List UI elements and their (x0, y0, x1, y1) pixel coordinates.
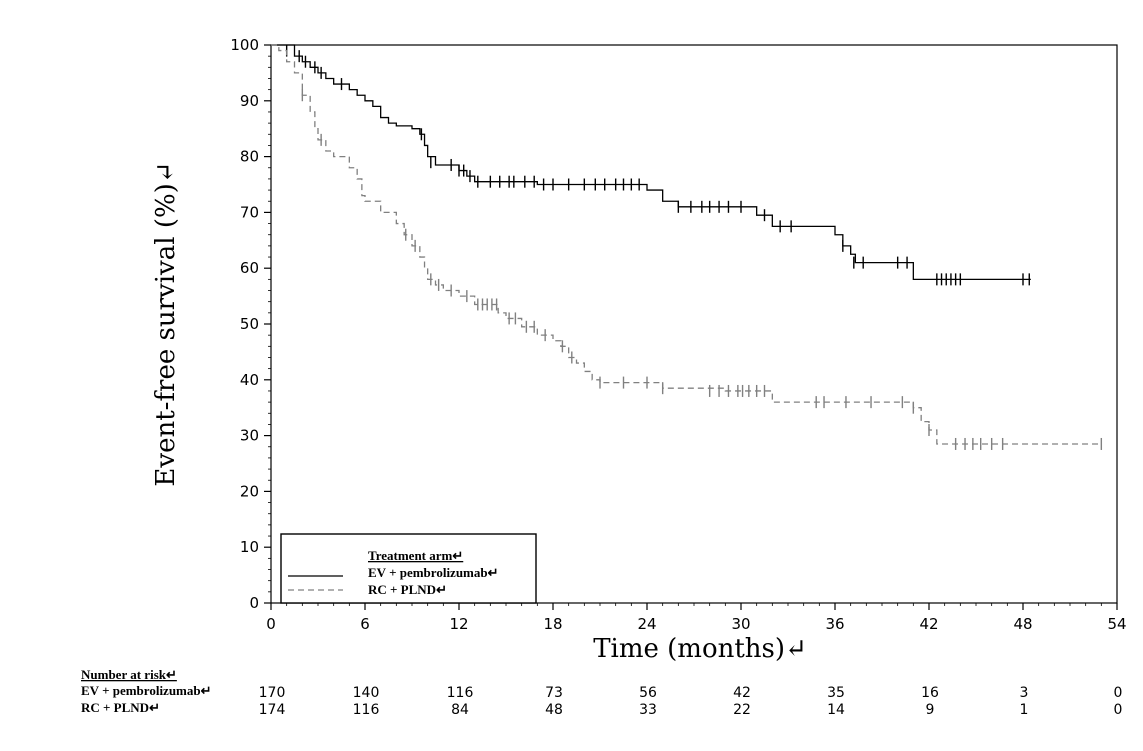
risk-count-row1-t6: 116 (353, 702, 380, 718)
risk-count-row0-t18: 73 (545, 685, 563, 701)
risk-count-row1-t30: 22 (733, 702, 751, 718)
risk-count-row1-t48: 1 (1020, 702, 1029, 718)
x-tick-label-6: 6 (360, 615, 370, 633)
y-tick-label-60: 60 (240, 259, 259, 277)
risk-count-row0-t0: 170 (259, 685, 286, 701)
y-tick-label-10: 10 (240, 538, 259, 556)
y-tick-label-40: 40 (240, 371, 259, 389)
risk-count-row1-t12: 84 (451, 702, 469, 718)
risk-count-row1-t24: 33 (639, 702, 657, 718)
y-tick-label-0: 0 (249, 594, 259, 612)
x-tick-label-54: 54 (1107, 615, 1126, 633)
legend-title: Treatment arm↵ (368, 548, 463, 563)
y-tick-label-100: 100 (230, 36, 259, 54)
risk-count-row1-t0: 174 (259, 702, 286, 718)
x-tick-label-42: 42 (919, 615, 938, 633)
plot-frame (270, 44, 1118, 604)
risk-count-row1-t36: 14 (827, 702, 845, 718)
risk-count-row0-t30: 42 (733, 685, 751, 701)
x-tick-label-24: 24 (637, 615, 656, 633)
risk-table-title: Number at risk↵ (81, 667, 177, 682)
risk-count-row0-t6: 140 (353, 685, 380, 701)
x-tick-label-48: 48 (1013, 615, 1032, 633)
survival-curves (271, 44, 1103, 450)
x-tick-label-30: 30 (731, 615, 750, 633)
x-axis-title: Time (months)↵ (593, 634, 807, 664)
y-tick-label-20: 20 (240, 482, 259, 500)
y-tick-label-80: 80 (240, 148, 259, 166)
y-axis-title: Event-free survival (%)↵ (151, 161, 181, 486)
risk-row-label-rc: RC + PLND↵ (81, 700, 160, 715)
y-tick-label-70: 70 (240, 203, 259, 221)
y-tick-label-90: 90 (240, 92, 259, 110)
legend-label-ev: EV + pembrolizumab↵ (368, 565, 499, 580)
risk-count-row0-t48: 3 (1020, 685, 1029, 701)
risk-count-row0-t24: 56 (639, 685, 657, 701)
risk-row-label-ev: EV + pembrolizumab↵ (81, 683, 212, 698)
risk-count-row0-t12: 116 (447, 685, 474, 701)
y-tick-label-30: 30 (240, 427, 259, 445)
risk-count-row1-t42: 9 (926, 702, 935, 718)
x-tick-label-18: 18 (543, 615, 562, 633)
x-tick-label-36: 36 (825, 615, 844, 633)
legend-label-rc: RC + PLND↵ (368, 582, 447, 597)
legend: Treatment arm↵ EV + pembrolizumab↵ RC + … (280, 533, 537, 604)
x-tick-label-0: 0 (266, 615, 276, 633)
axes: 0 10 20 30 40 50 60 70 80 90 100 0 6 12 18 24 30 36 42 48 54 (230, 36, 1126, 633)
risk-count-row0-t36: 35 (827, 685, 845, 701)
x-tick-label-12: 12 (449, 615, 468, 633)
curve-series-1 (271, 44, 1102, 445)
risk-count-row0-t54: 0 (1114, 685, 1123, 701)
y-tick-label-50: 50 (240, 315, 259, 333)
risk-table: Number at risk↵ EV + pembrolizumab↵ RC +… (81, 667, 1122, 718)
risk-count-row0-t42: 16 (921, 685, 939, 701)
legend-box (280, 533, 537, 604)
risk-count-row1-t54: 0 (1114, 702, 1123, 718)
curve-series-0 (271, 44, 1031, 281)
risk-count-row1-t18: 48 (545, 702, 563, 718)
